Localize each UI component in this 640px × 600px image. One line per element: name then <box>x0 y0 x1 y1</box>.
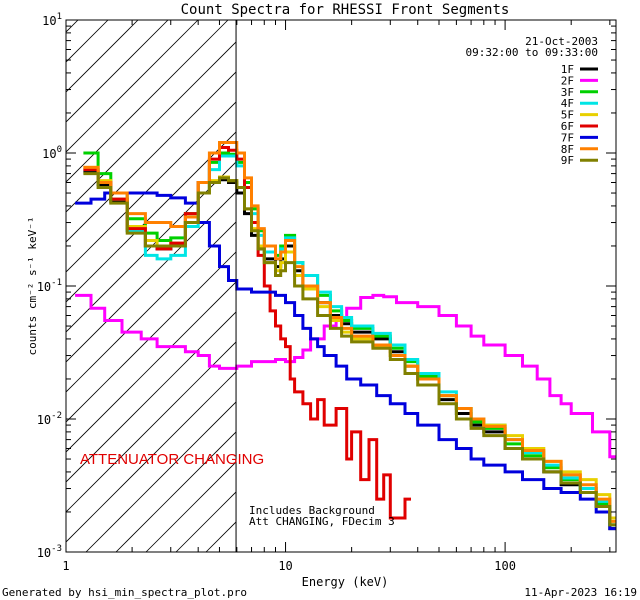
legend-label-6F: 6F <box>561 120 574 133</box>
hatch-line <box>326 20 640 552</box>
hatch-line <box>66 281 237 453</box>
legend-label-9F: 9F <box>561 154 574 167</box>
date-annotation: 21-Oct-2003 <box>525 35 598 48</box>
hatch-line <box>145 461 237 552</box>
y-tick-exponent: -2 <box>51 411 62 421</box>
legend-label-2F: 2F <box>561 74 574 87</box>
x-tick-label: 1 <box>62 559 69 573</box>
x-tick-label: 100 <box>494 559 516 573</box>
legend-label-5F: 5F <box>561 109 574 122</box>
hatch-line <box>115 431 237 552</box>
hatch-line <box>66 371 237 543</box>
x-tick-labels: 1 10 100 <box>62 559 516 573</box>
y-tick-label: 100 <box>42 145 62 161</box>
y-axis-label: counts cm⁻² s⁻¹ keV⁻¹ <box>26 216 39 355</box>
hatch-line <box>66 20 169 123</box>
y-tick-base: 10 <box>37 546 51 560</box>
y-tick-base: 10 <box>37 280 51 294</box>
series-line-3F <box>83 151 616 527</box>
generated-by-footer: Generated by hsi_min_spectra_plot.pro <box>2 586 247 599</box>
y-tick-base: 10 <box>42 14 56 28</box>
series-line-7F <box>75 191 616 531</box>
hatch-line <box>66 191 237 363</box>
attenuator-changing-label: ATTENUATOR CHANGING <box>80 451 264 468</box>
legend-label-1F: 1F <box>561 63 574 76</box>
hatch-line <box>296 20 640 552</box>
att-note: Att CHANGING, FDecim 3 <box>249 515 395 528</box>
y-tick-base: 10 <box>37 413 51 427</box>
series-line-9F <box>83 172 616 527</box>
background-note: Includes Background <box>249 504 375 517</box>
y-tick-exponent: -3 <box>51 544 62 554</box>
hatch-line <box>66 131 237 303</box>
hatch-line <box>66 71 237 243</box>
legend-label-7F: 7F <box>561 131 574 144</box>
hatch-line <box>66 341 237 513</box>
hatch-line <box>66 311 237 483</box>
x-axis-label: Energy (keV) <box>302 575 389 589</box>
series-line-4F <box>83 154 616 527</box>
y-tick-label: 10-2 <box>37 411 62 427</box>
hatch-line <box>66 161 237 333</box>
hatch-line <box>66 20 199 153</box>
hatch-line <box>66 251 237 423</box>
y-tick-label: 101 <box>42 12 62 28</box>
hatch-line <box>66 221 237 393</box>
x-tick-label: 10 <box>278 559 292 573</box>
hatch-line <box>626 20 640 552</box>
hatch-line <box>0 20 18 552</box>
series-line-6F <box>83 146 411 520</box>
legend-label-8F: 8F <box>561 143 574 156</box>
hatch-line <box>85 401 237 552</box>
legend-label-4F: 4F <box>561 97 574 110</box>
y-tick-label: 10-1 <box>37 278 62 294</box>
hatch-line <box>66 41 237 213</box>
legend-label-3F: 3F <box>561 86 574 99</box>
series-layer <box>75 141 616 531</box>
axis-ticks <box>65 19 616 553</box>
time-range-annotation: 09:32:00 to 09:33:00 <box>466 46 598 59</box>
timestamp-footer: 11-Apr-2023 16:19 <box>524 586 637 599</box>
hatch-line <box>356 20 640 552</box>
y-tick-exponent: -1 <box>51 278 62 288</box>
hatch-line <box>266 20 640 552</box>
hatch-line <box>66 20 229 183</box>
attenuator-hatch-region <box>0 20 640 552</box>
y-tick-label: 10-3 <box>37 544 62 560</box>
y-tick-exponent: 1 <box>57 12 62 22</box>
hatch-line <box>596 20 640 552</box>
chart-title: Count Spectra for RHESSI Front Segments <box>181 2 510 18</box>
y-tick-exponent: 0 <box>57 145 62 155</box>
y-tick-base: 10 <box>42 147 56 161</box>
hatch-line <box>66 101 237 273</box>
